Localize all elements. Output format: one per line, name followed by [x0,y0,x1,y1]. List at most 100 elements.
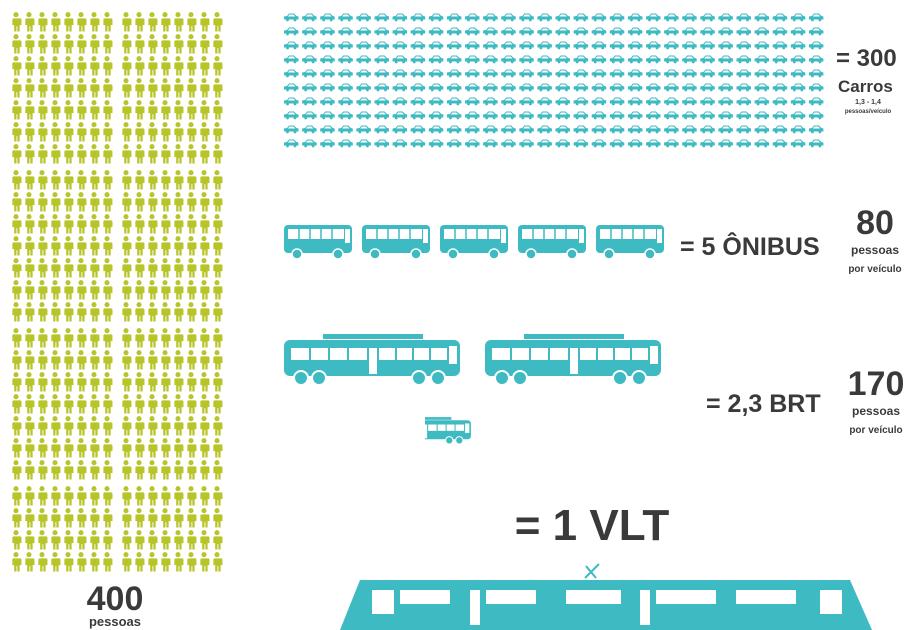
car-icon [791,14,806,22]
car-icon [320,98,335,106]
car-icon [411,42,426,50]
person-icon [174,438,184,457]
person-icon [187,460,197,479]
person-icon [148,508,158,527]
person-icon [161,394,171,413]
person-icon [187,486,197,505]
person-icon [174,258,184,277]
person-icon [103,280,113,299]
person-icon [213,460,223,479]
car-icon [682,126,697,134]
car-icon [356,126,371,134]
person-icon [148,486,158,505]
person-icon [103,236,113,255]
person-icon [103,12,113,31]
person-icon [38,258,48,277]
person-icon [122,56,132,75]
person-icon [122,12,132,31]
person-icon [38,34,48,53]
person-icon [90,460,100,479]
person-icon [12,508,22,527]
person-icon [213,170,223,189]
person-icon [187,328,197,347]
car-icon [592,84,607,92]
car-icon [519,28,534,36]
person-icon [200,144,210,163]
car-icon [447,42,462,50]
person-icon [200,34,210,53]
person-icon [135,394,145,413]
brt-equals: = 2,3 BRT [706,390,821,418]
car-icon [356,112,371,120]
person-icon [174,78,184,97]
person-icon [135,78,145,97]
car-icon [755,70,770,78]
person-icon [51,486,61,505]
car-icon [537,98,552,106]
car-icon [356,98,371,106]
person-icon [187,34,197,53]
car-icon [700,56,715,64]
person-icon [135,328,145,347]
car-icon [646,126,661,134]
car-icon [718,140,733,148]
person-icon [77,280,87,299]
person-icon [122,144,132,163]
person-icon [38,170,48,189]
car-icon [755,112,770,120]
person-icon [103,122,113,141]
person-icon [64,552,74,571]
car-icon [773,70,788,78]
person-icon [25,416,35,435]
person-icon [103,460,113,479]
bus-icon [596,225,664,259]
car-icon [628,84,643,92]
car-icon [320,28,335,36]
car-icon [302,14,317,22]
car-icon [556,98,571,106]
person-icon [213,372,223,391]
person-icon [51,438,61,457]
person-icon [77,144,87,163]
car-icon [809,56,824,64]
person-icon [77,486,87,505]
person-icon [135,122,145,141]
person-icon [148,416,158,435]
car-icon [356,70,371,78]
person-icon [90,416,100,435]
car-icon [501,56,516,64]
car-icon [610,98,625,106]
person-icon [103,394,113,413]
person-icon [90,508,100,527]
car-icon [429,70,444,78]
person-icon [148,170,158,189]
person-icon [12,144,22,163]
car-icon [465,14,480,22]
car-grid [284,14,823,148]
car-icon [682,70,697,78]
person-icon [25,144,35,163]
car-icon [411,28,426,36]
person-icon [12,236,22,255]
car-icon [501,14,516,22]
car-icon [302,56,317,64]
person-icon [12,486,22,505]
person-icon [213,258,223,277]
car-icon [700,28,715,36]
person-icon [51,328,61,347]
person-icon [77,438,87,457]
person-icon [187,302,197,321]
car-icon [302,112,317,120]
car-icon [700,14,715,22]
car-icon [646,84,661,92]
person-icon [25,100,35,119]
person-icon [135,214,145,233]
person-icon [12,100,22,119]
person-icon [200,214,210,233]
car-icon [375,98,390,106]
car-icon [338,140,353,148]
person-icon [213,416,223,435]
person-icon [25,328,35,347]
car-icon [501,70,516,78]
person-icon [12,328,22,347]
